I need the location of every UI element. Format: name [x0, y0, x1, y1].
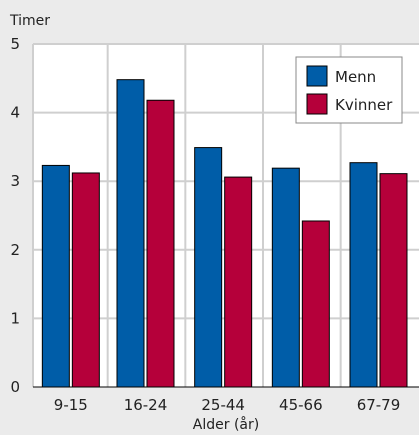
x-tick-label: 67-79 [357, 396, 401, 414]
x-tick-labels: 9-15 16-24 25-44 45-66 67-79 [54, 396, 400, 414]
x-tick-label: 16-24 [124, 396, 168, 414]
legend: Menn Kvinner [295, 56, 403, 124]
y-tick-labels: 0 1 2 3 4 5 [10, 35, 20, 396]
bar-menn-45-66 [271, 167, 300, 388]
y-axis-label: Timer [9, 13, 50, 29]
bar-kvinner-45-66 [301, 220, 330, 388]
y-tick-label: 1 [10, 309, 20, 327]
y-tick-label: 0 [10, 378, 20, 396]
x-tick-label: 45-66 [279, 396, 323, 414]
y-tick-label: 5 [10, 35, 20, 53]
legend-swatch-menn [306, 65, 328, 87]
bars [41, 79, 408, 388]
legend-label-menn: Menn [335, 68, 376, 86]
bar-menn-9-15 [41, 164, 70, 388]
bar-menn-16-24 [116, 79, 145, 388]
bar-menn-67-79 [349, 162, 378, 388]
x-axis-label: Alder (år) [193, 416, 259, 433]
bar-kvinner-67-79 [379, 173, 408, 388]
x-tick-label: 25-44 [201, 396, 245, 414]
bar-menn-25-44 [194, 147, 223, 388]
legend-label-kvinner: Kvinner [335, 96, 393, 114]
y-tick-label: 3 [10, 172, 20, 190]
bar-kvinner-9-15 [71, 172, 100, 388]
legend-swatch-kvinner [306, 93, 328, 115]
x-tick-label: 9-15 [54, 396, 88, 414]
y-tick-label: 2 [10, 241, 20, 259]
y-tick-label: 4 [10, 104, 20, 122]
bar-kvinner-25-44 [224, 176, 253, 388]
bar-kvinner-16-24 [146, 99, 175, 388]
